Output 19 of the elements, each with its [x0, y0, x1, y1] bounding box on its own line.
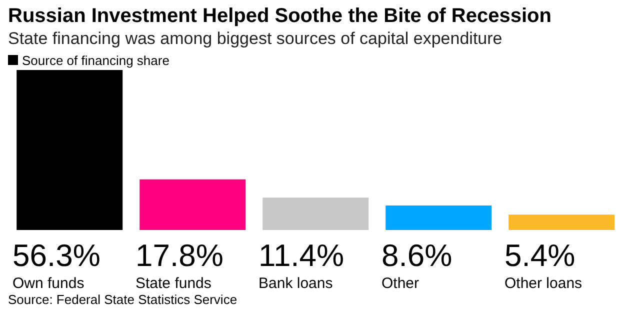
data-label: 56.3%	[12, 238, 100, 273]
x-tick-label: Other loans	[504, 275, 582, 292]
source-note: Source: Federal State Statistics Service	[8, 292, 238, 307]
data-label: 11.4%	[258, 238, 344, 273]
data-label: 17.8%	[136, 238, 224, 273]
legend-label: Source of financing share	[21, 52, 170, 68]
x-tick-label: State funds	[136, 275, 212, 292]
chart-title: Russian Investment Helped Soothe the Bite of Recession	[8, 4, 552, 28]
chart-subtitle: State financing was among biggest sources of capital expenditure	[8, 28, 504, 50]
bar	[508, 214, 615, 230]
data-label: 8.6%	[382, 238, 452, 273]
data-label: 5.4%	[504, 238, 576, 273]
x-tick-label: Own funds	[12, 275, 84, 292]
bar	[262, 198, 369, 230]
x-tick-label: Other	[382, 275, 420, 292]
bar	[140, 179, 246, 230]
bar	[386, 206, 492, 230]
x-tick-label: Bank loans	[258, 275, 333, 292]
bar	[16, 70, 123, 230]
